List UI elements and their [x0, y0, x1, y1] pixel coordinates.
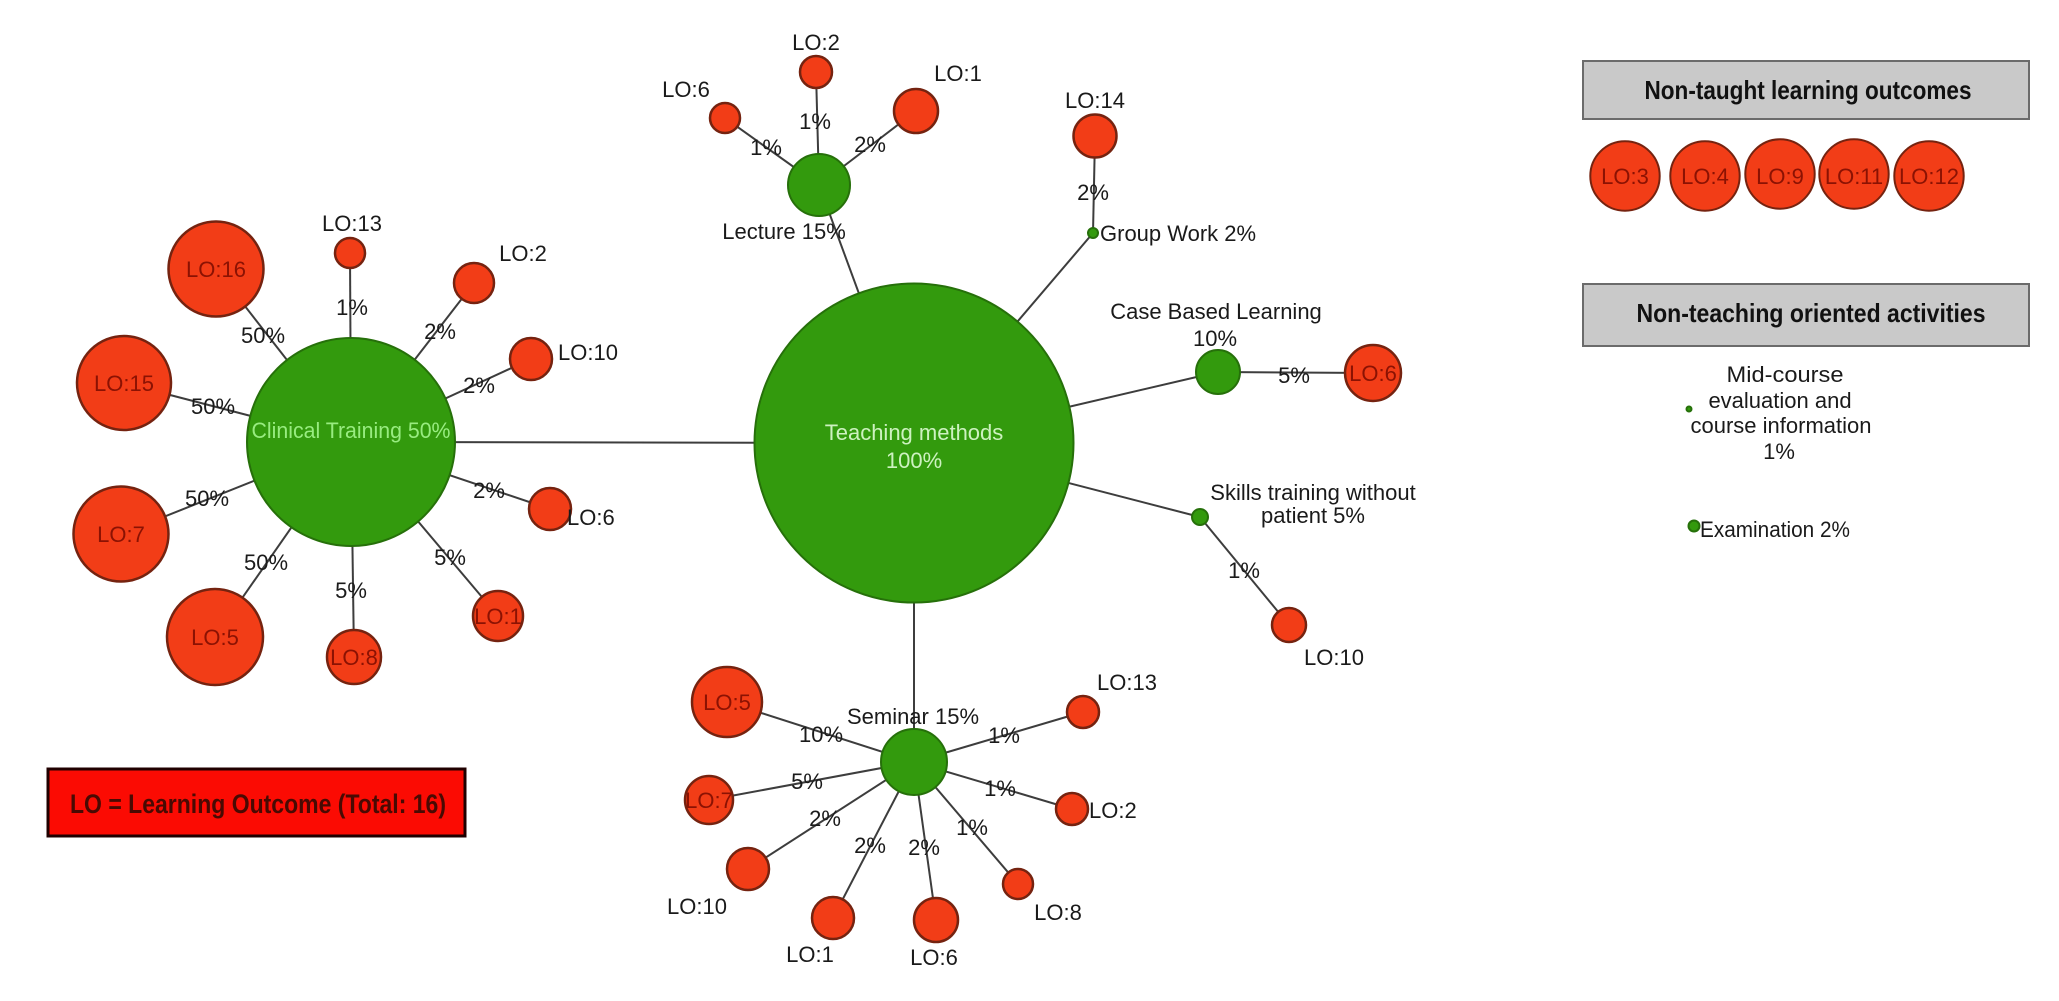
svg-text:5%: 5% — [434, 545, 466, 570]
svg-text:10%: 10% — [1193, 326, 1237, 351]
svg-text:LO:11: LO:11 — [1825, 164, 1883, 189]
svg-text:LO:10: LO:10 — [667, 894, 727, 919]
svg-text:LO:2: LO:2 — [792, 30, 840, 55]
svg-text:1%: 1% — [1763, 439, 1795, 464]
svg-text:1%: 1% — [984, 776, 1016, 801]
svg-text:LO:6: LO:6 — [910, 945, 958, 970]
svg-text:evaluation and: evaluation and — [1708, 388, 1851, 413]
svg-text:LO:6: LO:6 — [1349, 361, 1397, 386]
svg-text:LO:16: LO:16 — [186, 257, 246, 282]
svg-text:Examination 2%: Examination 2% — [1700, 517, 1850, 542]
svg-text:LO:6: LO:6 — [662, 77, 710, 102]
svg-text:1%: 1% — [799, 109, 831, 134]
svg-text:Skills training without: Skills training without — [1210, 480, 1415, 505]
svg-text:1%: 1% — [336, 295, 368, 320]
svg-text:1%: 1% — [988, 723, 1020, 748]
svg-text:LO:8: LO:8 — [1034, 900, 1082, 925]
svg-text:LO:3: LO:3 — [1601, 164, 1649, 189]
svg-text:2%: 2% — [1077, 180, 1109, 205]
svg-text:Non-teaching oriented activiti: Non-teaching oriented activities — [1637, 298, 1986, 328]
svg-text:LO:15: LO:15 — [94, 371, 154, 396]
svg-text:LO:13: LO:13 — [1097, 670, 1157, 695]
svg-text:2%: 2% — [854, 833, 886, 858]
svg-text:50%: 50% — [241, 323, 285, 348]
svg-text:LO:1: LO:1 — [474, 604, 522, 629]
svg-text:LO:9: LO:9 — [1756, 164, 1804, 189]
svg-text:50%: 50% — [185, 486, 229, 511]
svg-text:50%: 50% — [191, 394, 235, 419]
svg-text:LO:10: LO:10 — [558, 340, 618, 365]
svg-text:patient 5%: patient 5% — [1261, 503, 1365, 528]
svg-text:1%: 1% — [1228, 558, 1260, 583]
svg-text:LO:8: LO:8 — [330, 645, 378, 670]
svg-text:2%: 2% — [473, 478, 505, 503]
svg-text:LO:5: LO:5 — [703, 690, 751, 715]
svg-text:Mid-course: Mid-course — [1727, 362, 1844, 387]
svg-text:LO:12: LO:12 — [1899, 164, 1959, 189]
svg-text:LO:1: LO:1 — [934, 61, 982, 86]
svg-text:Case Based Learning: Case Based Learning — [1110, 299, 1322, 324]
svg-text:5%: 5% — [791, 769, 823, 794]
svg-text:1%: 1% — [956, 815, 988, 840]
svg-text:LO:1: LO:1 — [786, 942, 834, 967]
svg-text:Lecture 15%: Lecture 15% — [722, 219, 846, 244]
svg-text:Seminar 15%: Seminar 15% — [847, 704, 979, 729]
svg-text:LO = Learning Outcome (Total:: LO = Learning Outcome (Total: 16) — [70, 789, 446, 819]
svg-text:2%: 2% — [424, 319, 456, 344]
svg-text:2%: 2% — [854, 132, 886, 157]
svg-text:LO:2: LO:2 — [1089, 798, 1137, 823]
svg-text:2%: 2% — [809, 806, 841, 831]
svg-text:2%: 2% — [463, 373, 495, 398]
svg-text:LO:10: LO:10 — [1304, 645, 1364, 670]
svg-text:LO:6: LO:6 — [567, 505, 615, 530]
svg-text:LO:7: LO:7 — [97, 522, 145, 547]
svg-text:Group Work 2%: Group Work 2% — [1100, 221, 1256, 246]
svg-text:LO:5: LO:5 — [191, 625, 239, 650]
svg-text:Clinical Training 50%: Clinical Training 50% — [252, 418, 451, 443]
svg-text:2%: 2% — [908, 835, 940, 860]
svg-text:1%: 1% — [750, 135, 782, 160]
svg-text:5%: 5% — [335, 578, 367, 603]
svg-text:LO:7: LO:7 — [685, 788, 733, 813]
svg-text:10%: 10% — [799, 722, 843, 747]
svg-text:LO:14: LO:14 — [1065, 88, 1125, 113]
svg-text:5%: 5% — [1278, 363, 1310, 388]
svg-text:LO:13: LO:13 — [322, 211, 382, 236]
svg-text:LO:2: LO:2 — [499, 241, 547, 266]
svg-text:Non-taught learning outcomes: Non-taught learning outcomes — [1645, 75, 1972, 105]
svg-text:course information: course information — [1691, 413, 1872, 438]
svg-text:50%: 50% — [244, 550, 288, 575]
svg-text:Teaching methods: Teaching methods — [825, 420, 1004, 445]
svg-text:LO:4: LO:4 — [1681, 164, 1729, 189]
svg-text:100%: 100% — [886, 448, 942, 473]
